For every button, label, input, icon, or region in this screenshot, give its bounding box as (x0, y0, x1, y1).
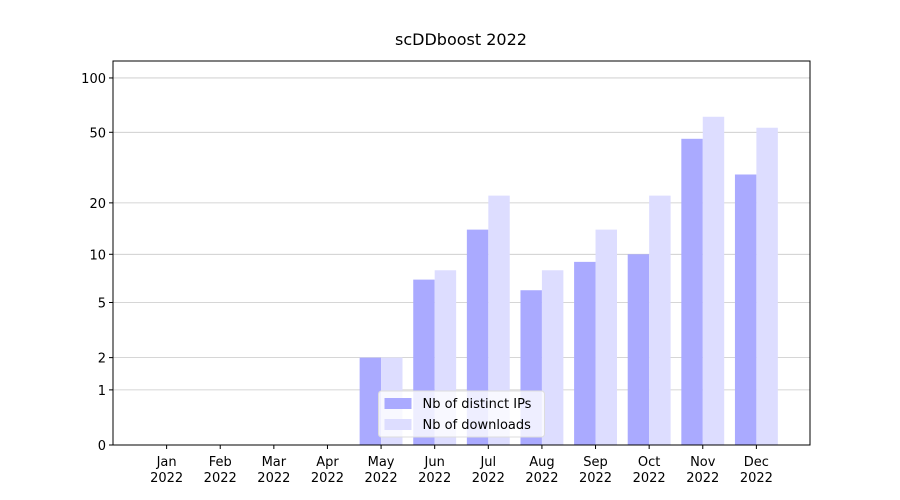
x-tick-label: Nov 2022 (686, 455, 719, 486)
bar (756, 127, 778, 445)
legend-box (378, 390, 545, 438)
x-tick-label: Oct 2022 (633, 455, 666, 486)
y-tick-label: 2 (98, 352, 106, 367)
bar (541, 270, 564, 445)
x-tick-label: Jul 2022 (472, 455, 505, 486)
plot-frame (112, 60, 811, 446)
x-tick-label: May 2022 (365, 455, 398, 486)
y-tick-label: 0 (98, 439, 106, 454)
legend-label: Nb of distinct IPs (423, 397, 532, 412)
x-tick-label: Apr 2022 (311, 455, 344, 486)
x-tick-label: Feb 2022 (204, 455, 237, 486)
legend-swatch (384, 398, 412, 409)
bar (359, 357, 382, 445)
x-tick-label: Dec 2022 (740, 455, 773, 486)
chart-title: scDDboost 2022 (395, 30, 527, 49)
legend-swatch (384, 419, 412, 430)
x-tick-label: Jun 2022 (418, 455, 451, 486)
bar (702, 116, 725, 445)
bar (649, 195, 671, 445)
x-tick-label: Jan 2022 (150, 455, 183, 486)
x-tick-label: Mar 2022 (257, 455, 290, 486)
y-tick-label: 10 (89, 248, 106, 263)
y-tick-label: 100 (81, 72, 106, 87)
bar (681, 138, 703, 445)
bar (734, 174, 757, 445)
bar (627, 254, 650, 445)
x-tick-label: Sep 2022 (579, 455, 612, 486)
bar (595, 229, 617, 445)
bar (488, 195, 510, 445)
bar (574, 261, 596, 445)
y-tick-label: 5 (98, 296, 106, 311)
y-tick-label: 50 (89, 126, 106, 141)
legend-label: Nb of downloads (423, 418, 532, 433)
y-tick-label: 20 (89, 197, 106, 212)
y-tick-label: 1 (98, 384, 106, 399)
x-tick-label: Aug 2022 (525, 455, 558, 486)
